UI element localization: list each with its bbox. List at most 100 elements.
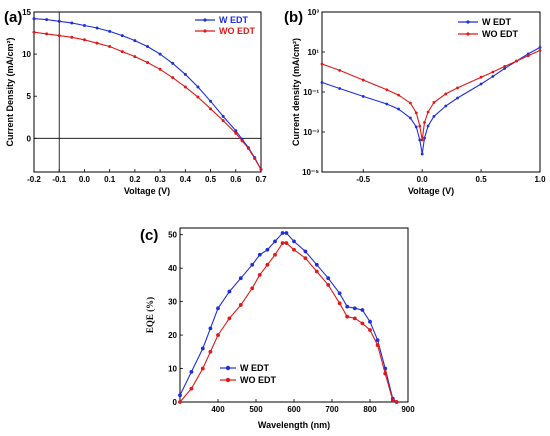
data-point xyxy=(200,366,205,371)
x-tick-label: 0.2 xyxy=(129,175,141,184)
data-point xyxy=(120,50,124,54)
x-tick-label: 600 xyxy=(287,405,301,414)
chart-a-frame xyxy=(33,11,262,173)
data-point xyxy=(133,55,137,59)
data-point xyxy=(189,369,194,374)
data-point xyxy=(108,45,112,49)
data-point xyxy=(414,111,418,115)
x-tick-label: 0.0 xyxy=(417,175,429,184)
data-point xyxy=(345,314,350,319)
data-point xyxy=(320,81,324,84)
data-point xyxy=(183,85,187,89)
x-tick-label: 0.0 xyxy=(79,175,91,184)
chart-c-ylabel: EQE (%) xyxy=(145,297,155,333)
data-point xyxy=(257,252,262,257)
data-point xyxy=(360,321,365,326)
data-point xyxy=(383,371,388,376)
panel-label-a: (a) xyxy=(4,9,22,26)
data-point xyxy=(338,69,342,72)
chart-c-legend: W EDT WO EDT xyxy=(220,363,276,385)
data-point xyxy=(515,59,518,63)
data-point xyxy=(45,32,49,36)
data-point xyxy=(273,252,277,257)
data-point xyxy=(227,316,232,321)
data-point xyxy=(196,95,200,99)
legend-a-wo-marker xyxy=(203,29,207,33)
x-tick-label: 0.5 xyxy=(205,175,217,184)
data-point xyxy=(240,139,244,143)
data-point xyxy=(209,107,213,111)
y-tick-label: 10 xyxy=(22,50,31,59)
data-point xyxy=(196,85,200,89)
data-point xyxy=(32,30,36,34)
data-point xyxy=(303,249,308,254)
chart-a-xlabel: Voltage (V) xyxy=(124,186,170,196)
x-tick-label: 1.0 xyxy=(534,175,546,184)
x-tick-label: 0.7 xyxy=(255,175,267,184)
data-point xyxy=(408,116,412,120)
data-point xyxy=(456,86,459,90)
y-tick-label: 30 xyxy=(168,298,177,307)
data-point xyxy=(408,101,412,105)
legend-c-wo-marker xyxy=(225,377,231,383)
data-point xyxy=(390,398,395,403)
data-point xyxy=(70,35,74,39)
data-point xyxy=(426,110,430,114)
data-point xyxy=(361,78,365,82)
data-point xyxy=(171,61,175,65)
x-tick-label: -0.5 xyxy=(356,175,370,184)
data-point xyxy=(414,125,418,129)
chart-b: -0.5 0.0 0.5 1.0 10⁻⁵ 10⁻³ 10⁻¹ 10¹ 10³ Voltage … xyxy=(291,8,546,196)
data-point xyxy=(32,17,36,21)
y-tick-label: 5 xyxy=(27,92,32,101)
data-point xyxy=(418,124,422,128)
x-tick-label: 0.1 xyxy=(104,175,116,184)
data-point xyxy=(368,328,372,332)
data-point xyxy=(208,326,213,331)
data-point xyxy=(456,96,459,100)
data-point xyxy=(221,114,225,118)
y-tick-label: 10³ xyxy=(307,8,319,17)
series-line-wo-edt xyxy=(33,31,262,170)
x-tick-label: -0.1 xyxy=(52,175,66,184)
chart-b-ticks: -0.5 0.0 0.5 1.0 10⁻⁵ 10⁻³ 10⁻¹ 10¹ 10³ xyxy=(302,8,546,184)
chart-c-frame xyxy=(179,227,409,403)
x-tick-label: 500 xyxy=(249,405,263,414)
y-tick-label: 40 xyxy=(168,264,177,273)
data-point xyxy=(280,231,285,235)
chart-b-series xyxy=(320,45,542,156)
chart-c-xlabel: Wavelength (nm) xyxy=(258,420,330,430)
legend-c-w-label: W EDT xyxy=(240,363,269,373)
data-point xyxy=(292,239,296,244)
data-point xyxy=(253,157,257,161)
data-point xyxy=(238,303,243,307)
data-point xyxy=(209,99,213,103)
data-point xyxy=(57,34,61,38)
data-point xyxy=(171,76,175,80)
chart-a-series xyxy=(32,17,263,171)
data-point xyxy=(158,52,162,56)
legend-b-wo-label: WO EDT xyxy=(482,29,518,39)
series-line-w-edt xyxy=(179,232,397,403)
data-point xyxy=(57,19,61,23)
data-point xyxy=(45,18,49,22)
data-point xyxy=(314,269,319,274)
series-line-w-edt xyxy=(321,46,541,154)
y-tick-label: 20 xyxy=(168,331,177,340)
data-point xyxy=(265,262,270,267)
data-point xyxy=(133,39,137,43)
data-point xyxy=(238,276,243,281)
legend-b-wo-marker xyxy=(466,32,470,36)
data-point xyxy=(320,62,324,66)
x-tick-label: -0.2 xyxy=(27,175,41,184)
data-point xyxy=(234,131,238,135)
data-point xyxy=(250,262,255,267)
chart-a-reference-lines xyxy=(34,12,261,172)
y-tick-label: 10 xyxy=(168,365,177,374)
data-point xyxy=(216,333,220,337)
data-point xyxy=(420,152,424,156)
data-point xyxy=(189,386,194,391)
legend-a-w-label: W EDT xyxy=(219,15,248,25)
data-point xyxy=(337,301,342,306)
